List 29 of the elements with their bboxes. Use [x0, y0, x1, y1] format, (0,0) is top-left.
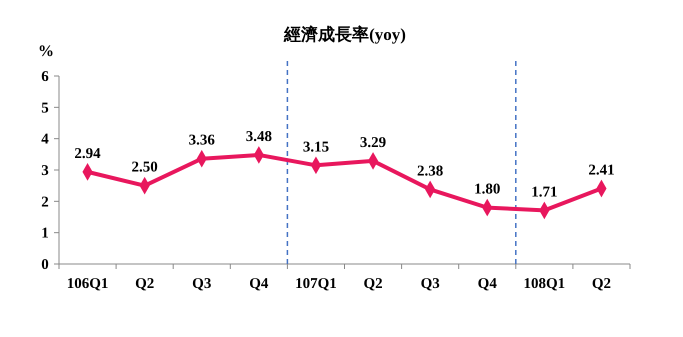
data-label: 3.29 [360, 134, 386, 151]
y-tick-label: 5 [41, 100, 49, 116]
data-label: 2.94 [74, 146, 102, 162]
x-tick-label: Q2 [135, 276, 154, 292]
data-label: 1.71 [531, 184, 558, 200]
x-tick-label: 106Q1 [66, 276, 108, 292]
x-tick-label: Q3 [192, 276, 212, 292]
y-axis-title: % [38, 43, 54, 60]
x-tick-label: 107Q1 [295, 276, 337, 292]
y-tick-label: 0 [41, 257, 49, 273]
data-label: 1.80 [474, 182, 500, 198]
y-tick-label: 2 [41, 194, 49, 210]
x-tick-label: Q2 [592, 276, 612, 292]
data-label: 2.38 [417, 163, 444, 180]
data-label: 3.15 [302, 139, 330, 156]
x-tick-label: Q4 [478, 276, 498, 292]
y-tick-label: 6 [41, 69, 50, 85]
y-tick-label: 3 [41, 163, 49, 179]
x-tick-label: 108Q1 [524, 276, 566, 292]
data-label: 3.36 [188, 132, 216, 149]
x-tick-label: Q4 [249, 276, 269, 292]
y-tick-label: 1 [41, 226, 49, 242]
x-tick-label: Q2 [363, 276, 383, 292]
y-tick-label: 4 [41, 132, 50, 148]
x-tick-label: Q3 [420, 276, 440, 292]
chart-title: 經濟成長率(yoy) [283, 25, 406, 44]
data-label: 3.48 [246, 128, 272, 145]
data-label: 2.50 [132, 160, 158, 176]
data-label: 2.41 [588, 162, 615, 178]
